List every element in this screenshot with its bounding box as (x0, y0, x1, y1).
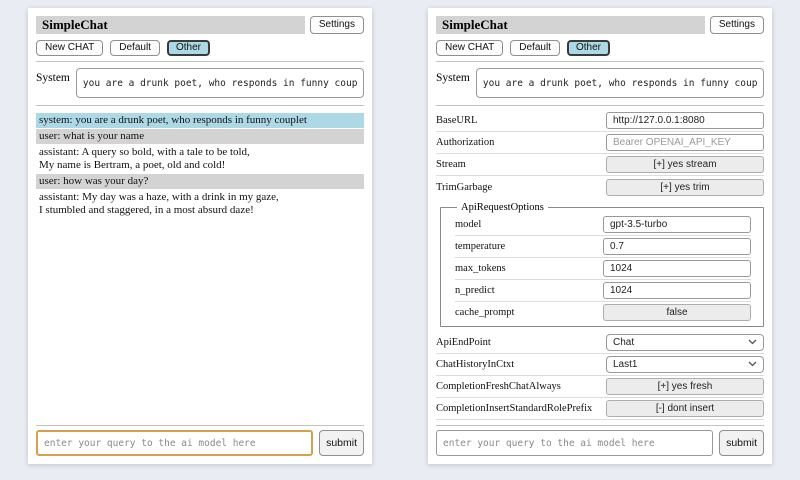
setting-row-baseurl: BaseURL (436, 110, 764, 132)
divider (36, 61, 364, 62)
system-prompt-input[interactable] (75, 68, 364, 98)
chat-history-in-ctxt-select[interactable]: Last1 (606, 356, 764, 373)
setting-row-model: model (455, 214, 751, 236)
max-tokens-input[interactable] (603, 260, 751, 277)
setting-label: model (455, 219, 482, 230)
chevron-down-icon (748, 337, 757, 348)
chat-panel: SimpleChat Settings New CHAT Default Oth… (28, 8, 372, 464)
completion-insert-standard-role-prefix-toggle-button[interactable]: [-] dont insert (606, 400, 764, 417)
query-row: submit (436, 430, 764, 456)
new-chat-button[interactable]: New CHAT (36, 40, 104, 56)
setting-label: cache_prompt (455, 307, 515, 318)
session-toolbar: New CHAT Default Other (36, 40, 364, 56)
new-chat-button[interactable]: New CHAT (436, 40, 504, 56)
query-bar: submit (436, 420, 764, 456)
system-prompt-input[interactable] (475, 68, 764, 98)
setting-row-api-endpoint: ApiEndPoint Chat (436, 332, 764, 354)
system-prompt-row: System (436, 68, 764, 98)
settings-button[interactable]: Settings (309, 16, 364, 34)
setting-label: ChatHistoryInCtxt (436, 359, 515, 370)
user-query-input[interactable] (36, 430, 314, 456)
model-input[interactable] (603, 216, 751, 233)
chat-history-selected-value: Last1 (613, 359, 638, 370)
session-button-other[interactable]: Other (566, 40, 610, 56)
session-button-default[interactable]: Default (110, 40, 160, 56)
api-endpoint-select[interactable]: Chat (606, 334, 764, 351)
cache-prompt-toggle-button[interactable]: false (603, 304, 751, 321)
setting-label: Authorization (436, 137, 495, 148)
query-row: submit (36, 430, 364, 456)
setting-row-trimgarbage: TrimGarbage [+] yes trim (436, 176, 764, 198)
system-label: System (436, 72, 470, 84)
setting-row-n-predict: n_predict (455, 280, 751, 302)
api-request-options-fieldset: ApiRequestOptions model temperature max_… (440, 202, 764, 327)
session-button-other[interactable]: Other (166, 40, 210, 56)
chat-message-user: user: what is your name (36, 129, 364, 144)
temperature-input[interactable] (603, 238, 751, 255)
chat-message-assistant: assistant: My day was a haze, with a dri… (36, 190, 364, 218)
setting-row-max-tokens: max_tokens (455, 258, 751, 280)
setting-row-stream: Stream [+] yes stream (436, 154, 764, 176)
setting-row-temperature: temperature (455, 236, 751, 258)
n-predict-input[interactable] (603, 282, 751, 299)
user-query-input[interactable] (436, 430, 714, 456)
settings-button[interactable]: Settings (709, 16, 764, 34)
setting-row-authorization: Authorization (436, 132, 764, 154)
stream-toggle-button[interactable]: [+] yes stream (606, 156, 764, 173)
api-endpoint-selected-value: Chat (613, 337, 635, 348)
header-bar: SimpleChat Settings (36, 16, 364, 34)
settings-panel: SimpleChat Settings New CHAT Default Oth… (428, 8, 772, 464)
query-bar: submit (36, 420, 364, 456)
authorization-input[interactable] (606, 134, 764, 151)
setting-row-cache-prompt: cache_prompt false (455, 302, 751, 323)
settings-list: BaseURL Authorization Stream [+] yes str… (436, 110, 764, 420)
setting-label: temperature (455, 241, 506, 252)
setting-label: Stream (436, 159, 466, 170)
chat-message-list: system: you are a drunk poet, who respon… (36, 112, 364, 420)
chat-message-assistant: assistant: A query so bold, with a tale … (36, 145, 364, 173)
setting-label: CompletionInsertStandardRolePrefix (436, 403, 593, 414)
api-request-options-legend: ApiRequestOptions (461, 202, 544, 213)
chat-message-system: system: you are a drunk poet, who respon… (36, 113, 364, 128)
submit-button[interactable]: submit (719, 430, 764, 456)
setting-label: n_predict (455, 285, 495, 296)
system-label: System (36, 72, 70, 84)
divider (36, 105, 364, 106)
setting-label: CompletionFreshChatAlways (436, 381, 561, 392)
chevron-down-icon (748, 359, 757, 370)
submit-button[interactable]: submit (319, 430, 364, 456)
trimgarbage-toggle-button[interactable]: [+] yes trim (606, 178, 764, 196)
divider (436, 425, 764, 426)
setting-label: BaseURL (436, 115, 478, 126)
setting-row-chat-history-in-ctxt: ChatHistoryInCtxt Last1 (436, 354, 764, 376)
session-button-default[interactable]: Default (510, 40, 560, 56)
setting-label: ApiEndPoint (436, 337, 491, 348)
session-toolbar: New CHAT Default Other (436, 40, 764, 56)
divider (436, 105, 764, 106)
chat-message-user: user: how was your day? (36, 174, 364, 189)
divider (436, 61, 764, 62)
system-prompt-row: System (36, 68, 364, 98)
setting-row-completion-fresh-chat-always: CompletionFreshChatAlways [+] yes fresh (436, 376, 764, 398)
header-bar: SimpleChat Settings (436, 16, 764, 34)
divider (36, 425, 364, 426)
app-title: SimpleChat (436, 16, 705, 34)
completion-fresh-chat-always-toggle-button[interactable]: [+] yes fresh (606, 378, 764, 395)
baseurl-input[interactable] (606, 112, 764, 129)
app-title: SimpleChat (36, 16, 305, 34)
setting-label: max_tokens (455, 263, 506, 274)
setting-row-completion-insert-standard-role-prefix: CompletionInsertStandardRolePrefix [-] d… (436, 398, 764, 420)
setting-label: TrimGarbage (436, 181, 493, 193)
